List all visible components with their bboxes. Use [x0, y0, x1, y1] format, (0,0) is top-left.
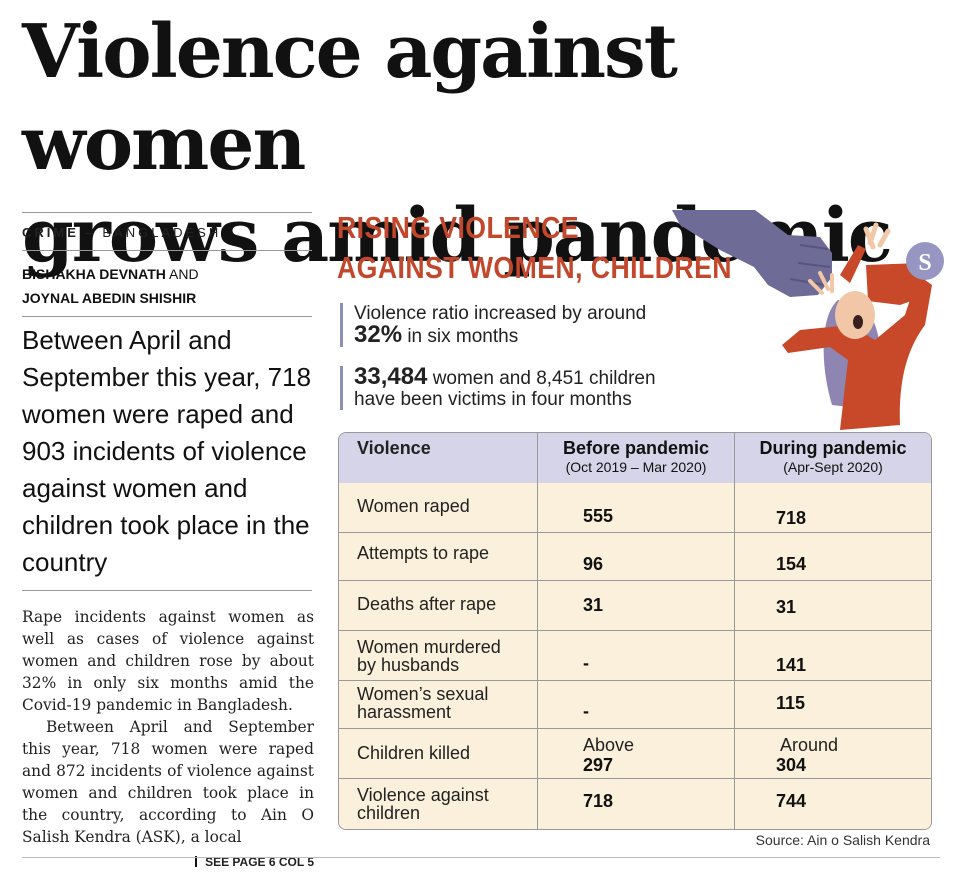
during-value: 115 [776, 693, 806, 713]
graphic-title-line-1: RISING VIOLENCE [337, 210, 579, 245]
header-violence: Violence [357, 438, 431, 458]
bottom-rule [22, 857, 940, 858]
illustration: S [672, 210, 944, 430]
row-label: Attempts to rape [357, 543, 490, 563]
before-value: 96 [583, 554, 604, 574]
row-label-line-1: Violence against [357, 785, 489, 805]
stat-ratio-value: 32% [354, 321, 403, 348]
graphic-title-line-2: AGAINST WOMEN, CHILDREN [337, 250, 732, 285]
row-label-line-2: children [357, 803, 421, 823]
header-during-period: (Apr-Sept 2020) [783, 459, 883, 475]
row-label: Violence against children [357, 786, 489, 822]
byline-author-1: BISHAKHA DEVNATH [22, 266, 166, 282]
during-value: 154 [776, 554, 807, 574]
before-value: 297 [583, 755, 614, 775]
table-row [339, 729, 931, 779]
divider [22, 316, 312, 317]
body-paragraph-1: Rape incidents against women as well as … [22, 608, 314, 714]
during-qualifier: Around [780, 735, 839, 755]
row-label-line-1: Women murdered [357, 637, 501, 657]
see-page-link[interactable]: SEE PAGE 6 COL 5 [171, 851, 314, 873]
row-label: Children killed [357, 743, 471, 763]
column-divider [537, 433, 538, 829]
table-row [339, 533, 931, 581]
table-row [339, 483, 931, 533]
section-category: CRIME [22, 225, 79, 240]
header-before-title: Before pandemic [562, 438, 710, 458]
byline-author-2: JOYNAL ABEDIN SHISHIR [22, 290, 197, 306]
before-value: - [583, 701, 589, 721]
stat-victims-text: women and 8,451 children [432, 368, 656, 389]
row-label-line-1: Women’s sexual [357, 684, 489, 704]
during-value: 718 [776, 508, 807, 528]
stat-ratio-text: Violence ratio increased by around [354, 303, 647, 324]
divider [22, 590, 312, 591]
before-value: 555 [583, 506, 614, 526]
row-label: Deaths after rape [357, 594, 497, 614]
during-value: 744 [776, 791, 807, 811]
before-value: 718 [583, 791, 614, 811]
during-value: 31 [776, 597, 797, 617]
stat-victims-suffix: have been victims in four months [354, 389, 632, 410]
header-during-title: During pandemic [759, 438, 907, 458]
stat-ratio: Violence ratio increased by around 32% i… [340, 303, 646, 347]
fist-icon [672, 210, 832, 297]
lede: Between April and September this year, 7… [22, 325, 312, 577]
section-region: BANGLADESH [102, 225, 222, 240]
byline: BISHAKHA DEVNATH AND JOYNAL ABEDIN SHISH… [22, 262, 312, 310]
before-value: 31 [583, 595, 604, 615]
during-value: 304 [776, 755, 807, 775]
body-paragraph-2-text: Between April and September this year, 7… [22, 718, 314, 846]
divider [22, 212, 312, 213]
see-page-marker [195, 856, 198, 867]
table-row [339, 681, 931, 729]
body-paragraph-2: Between April and September this year, 7… [22, 716, 314, 869]
section-separator: – [85, 225, 96, 240]
stat-victims-value: 33,484 [354, 363, 428, 390]
row-label: Women murdered by husbands [357, 638, 501, 674]
violence-table: Violence Before pandemic (Oct 2019 – Mar… [338, 432, 932, 830]
logo-letter: S [918, 250, 931, 276]
source-note: Source: Ain o Salish Kendra [755, 832, 930, 848]
during-value: 141 [776, 655, 807, 675]
divider [22, 250, 312, 251]
headline-line-1: Violence against women [22, 9, 678, 187]
graphic-title: RISING VIOLENCE AGAINST WOMEN, CHILDREN [337, 208, 732, 288]
row-label-line-2: harassment [357, 702, 452, 722]
header-before-period: (Oct 2019 – Mar 2020) [565, 459, 707, 475]
article-body: Rape incidents against women as well as … [22, 606, 314, 873]
section-label: CRIME – BANGLADESH [22, 225, 221, 240]
table-row [339, 581, 931, 631]
header-during: During pandemic (Apr-Sept 2020) [735, 438, 931, 475]
logo-icon [906, 242, 944, 280]
table-row [339, 779, 931, 829]
byline-and: AND [169, 266, 199, 282]
header-before: Before pandemic (Oct 2019 – Mar 2020) [538, 438, 734, 475]
row-label-line-2: by husbands [357, 655, 460, 675]
see-page-label: SEE PAGE 6 COL 5 [205, 855, 314, 869]
table-row [339, 631, 931, 681]
row-label: Women raped [357, 496, 470, 516]
column-divider [734, 433, 735, 829]
before-value: - [583, 653, 589, 673]
stat-ratio-suffix: in six months [407, 326, 519, 347]
stat-victims: 33,484 women and 8,451 children have bee… [340, 363, 656, 410]
before-qualifier: Above [583, 735, 635, 755]
row-label: Women’s sexual harassment [357, 685, 488, 721]
